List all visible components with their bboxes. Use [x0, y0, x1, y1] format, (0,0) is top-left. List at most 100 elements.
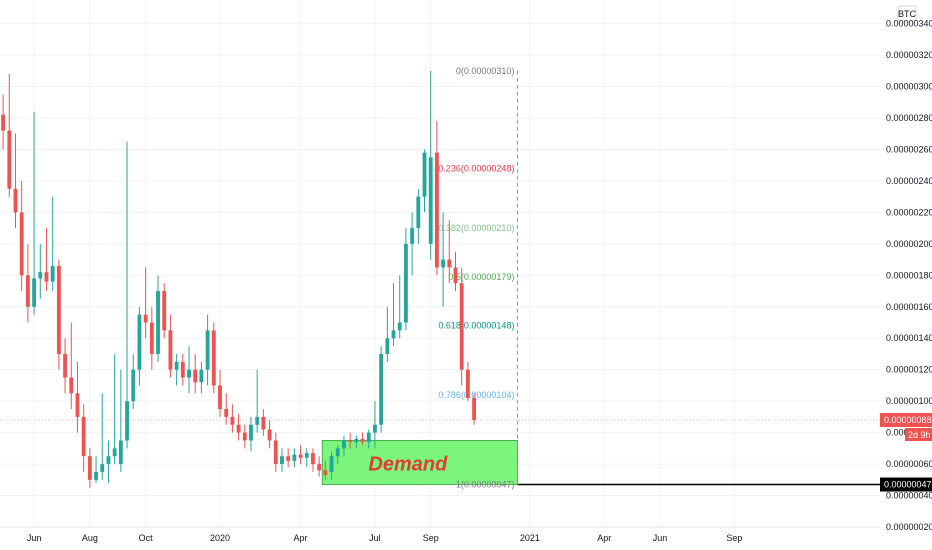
candle-up	[403, 228, 408, 331]
candle-body	[32, 278, 37, 307]
x-tick-label: Apr	[597, 533, 611, 543]
y-tick-label: 0.00000300	[886, 82, 932, 92]
candle-down	[7, 73, 12, 197]
candle-body	[323, 470, 328, 476]
candle-down	[87, 448, 92, 488]
candle-body	[106, 456, 111, 465]
time-axis[interactable]: Jun Aug Oct 2020 Apr Jul Sep 2021 Apr Jun Sep	[0, 526, 880, 543]
candle-body	[267, 429, 272, 441]
candle-down	[218, 369, 222, 417]
x-tick-label: Apr	[294, 533, 308, 543]
candle-body	[472, 398, 477, 421]
candle-body	[180, 361, 185, 378]
candle-up	[131, 353, 136, 410]
candle-body	[50, 265, 55, 282]
candle-body	[118, 440, 123, 465]
candle-down	[63, 338, 67, 394]
candle-up	[174, 353, 179, 386]
candle-body	[428, 157, 433, 244]
candle-up	[292, 448, 297, 468]
fibonacci-retracement: 0(0.00000310) 0.236(0.00000248) 0.382(0.00…	[438, 66, 518, 490]
candle-up	[329, 451, 334, 480]
candle-up	[335, 445, 340, 465]
candle-body	[63, 353, 67, 378]
fib-level-label: 0.5(0.00000179)	[448, 272, 514, 282]
candle-body	[143, 314, 148, 323]
demand-level-value: 0.00000047	[884, 480, 932, 490]
candle-body	[112, 448, 117, 457]
candle-up	[106, 440, 111, 483]
candle-body	[193, 369, 198, 383]
price-tags: 0.00000088 2d 9h 0.00000047	[880, 413, 932, 492]
candle-up	[50, 196, 55, 292]
candle-up	[280, 448, 284, 472]
candle-down	[162, 283, 167, 339]
candle-down	[311, 448, 315, 472]
candle-up	[385, 306, 390, 362]
currency-badge	[897, 5, 917, 22]
candle-body	[211, 330, 216, 386]
candle-up	[397, 275, 402, 339]
candle-body	[1, 114, 6, 131]
x-tick-label: Sep	[726, 533, 742, 543]
candle-down	[447, 220, 452, 284]
candle-body	[298, 454, 303, 458]
candle-body	[100, 464, 105, 472]
candle-down	[465, 361, 470, 402]
candle-body	[360, 438, 365, 443]
x-tick-label: 2020	[210, 533, 230, 543]
candle-down	[13, 133, 18, 229]
candle-down	[75, 361, 80, 433]
x-tick-label: Aug	[82, 533, 98, 543]
demand-zone-label: Demand	[368, 454, 448, 476]
candle-down	[286, 448, 291, 468]
fib-level-label: 1(0.00000047)	[456, 480, 515, 490]
candle-body	[149, 322, 154, 354]
candle-body	[434, 152, 439, 268]
x-tick-label: Jun	[27, 533, 42, 543]
candle-body	[137, 314, 142, 370]
candle-down	[298, 445, 303, 465]
demand-level-tag	[880, 477, 932, 492]
candle-up	[94, 456, 98, 483]
candle-body	[87, 456, 92, 480]
y-tick-label: 0.00000160	[886, 302, 932, 312]
y-tick-label: 0.00000120	[886, 365, 932, 375]
candle-up	[441, 212, 446, 307]
candle-body	[385, 338, 390, 354]
candle-down	[180, 353, 185, 386]
candle-body	[75, 393, 80, 417]
candle-down	[236, 413, 241, 441]
candle-up	[125, 141, 129, 449]
candle-up	[422, 149, 427, 213]
candle-down	[168, 314, 173, 378]
candle-up	[428, 70, 433, 260]
price-axis[interactable]: BTC 0.00000340 0.00000320 0.00000300 0.0000…	[880, 0, 932, 532]
candle-up	[112, 353, 117, 465]
candle-body	[131, 369, 136, 402]
candle-body	[242, 432, 247, 441]
candle-body	[354, 438, 359, 443]
candle-body	[273, 440, 278, 465]
candle-up	[391, 283, 396, 347]
candle-down	[1, 94, 6, 150]
candle-up	[304, 448, 309, 468]
candle-body	[156, 291, 160, 354]
candle-body	[348, 440, 353, 443]
candle-body	[261, 416, 266, 430]
candle-down	[193, 353, 198, 394]
candle-body	[125, 401, 129, 441]
candle-down	[434, 121, 439, 276]
candle-body	[25, 275, 30, 307]
candle-body	[292, 454, 297, 461]
candle-down	[143, 267, 148, 339]
y-tick-label: 0.00000220	[886, 207, 932, 217]
candle-body	[447, 259, 452, 268]
candle-body	[342, 440, 346, 449]
candle-body	[416, 196, 421, 229]
candle-body	[391, 330, 396, 339]
candle-down	[25, 243, 30, 323]
candle-up	[187, 346, 191, 394]
candle-up	[342, 435, 346, 457]
